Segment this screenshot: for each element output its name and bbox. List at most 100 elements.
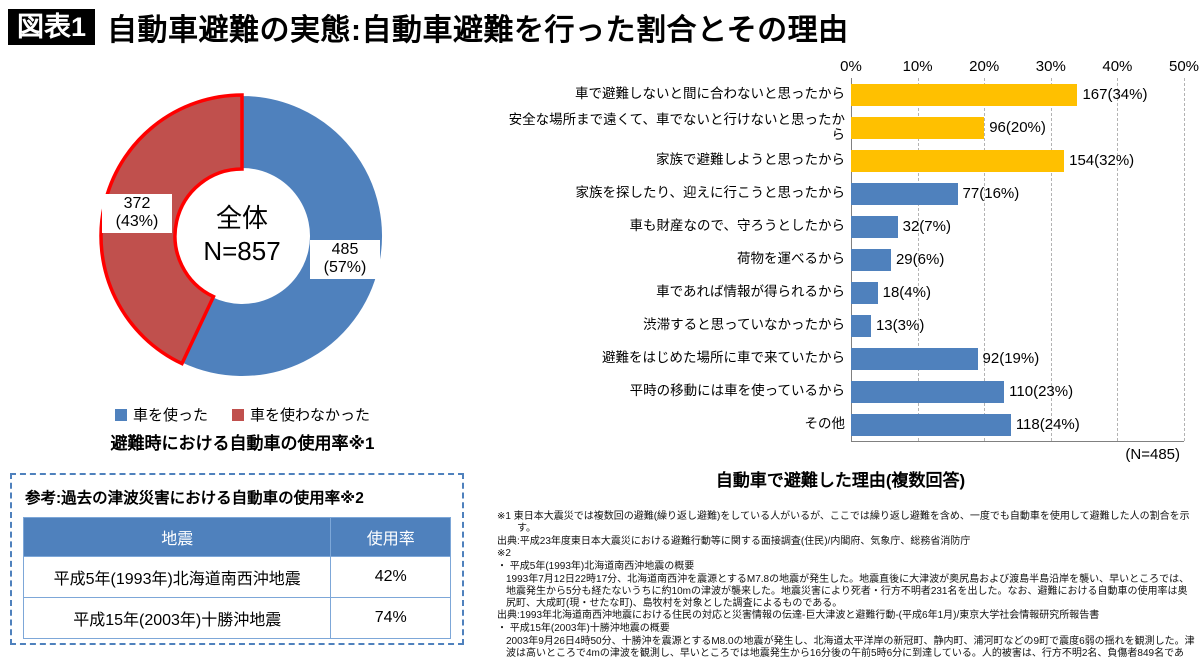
bar-category-label: 家族で避難しようと思ったから bbox=[656, 152, 845, 168]
bar-row: 家族で避難しようと思ったから 154(32%) bbox=[497, 144, 1189, 177]
axis-tick-label: 0% bbox=[840, 58, 862, 75]
bar-value-label: 13(3%) bbox=[875, 316, 925, 334]
grid-line bbox=[1050, 78, 1052, 441]
axis-tick-label: 10% bbox=[902, 58, 933, 75]
bar-plot: 13(3%) bbox=[851, 314, 1184, 337]
bar-chart-axis: 0% 10% 20% 30% 40% 50% bbox=[840, 58, 1199, 78]
donut-label-used: 485 (57%) bbox=[310, 240, 380, 279]
donut-label-notused-pct: (43%) bbox=[115, 213, 159, 231]
bar-category-label: 渋滞すると思っていなかったから bbox=[643, 317, 845, 333]
legend-label-notused: 車を使わなかった bbox=[250, 407, 371, 424]
reference-table-header-row: 地震 使用率 bbox=[22, 517, 451, 557]
bar-plot: 96(20%) bbox=[851, 116, 1184, 139]
axis-tick-label: 50% bbox=[1168, 58, 1200, 75]
donut-center-line1: 全体 bbox=[215, 203, 268, 233]
bar bbox=[851, 248, 891, 271]
donut-caption: 避難時における自動車の使用率※1 bbox=[110, 434, 375, 453]
bar-plot: 92(19%) bbox=[851, 347, 1184, 370]
reference-box: 参考:過去の津波災害における自動車の使用率※2 地震 使用率 平成5年(1993… bbox=[10, 473, 464, 645]
legend-item-notused: 車を使わなかった bbox=[232, 404, 370, 425]
earthquake-cell: 平成5年(1993年)北海道南西沖地震 bbox=[22, 556, 332, 598]
bar-category-label: 車で避難しないと間に合わないと思ったから bbox=[575, 86, 845, 102]
bar-row: その他 118(24%) bbox=[497, 408, 1189, 441]
bar-category-label: 安全な場所まで遠くて、車でないと行けないと思ったから bbox=[508, 111, 845, 142]
reference-table-header-earthquake: 地震 bbox=[22, 517, 332, 557]
bar-category-label: 車も財産なので、守ろうとしたから bbox=[629, 218, 845, 234]
usage-donut-chart: 全体 N=857 372 (43%) 485 (57%) bbox=[10, 56, 475, 401]
bar-value-label: 18(4%) bbox=[882, 283, 931, 301]
bar-value-label: 29(6%) bbox=[895, 250, 945, 268]
legend-swatch-used bbox=[114, 408, 127, 421]
bar bbox=[851, 182, 958, 205]
bar-rows: 車で避難しないと間に合わないと思ったから 167(34%) 安全な場所まで遠くて、車… bbox=[497, 78, 1189, 442]
bar-value-label: 167(34%) bbox=[1082, 85, 1148, 103]
footnote-line: 2003年9月26日4時50分、十勝沖を震源とするM8.0の地震が発生し、北海道… bbox=[506, 635, 1195, 657]
footnotes: ※1 東日本大震災では複数回の避難(繰り返し避難)をしている人がいるが、ここでは… bbox=[497, 511, 1197, 657]
bar bbox=[851, 314, 871, 337]
donut-center-line2: N=857 bbox=[203, 235, 281, 266]
bar-value-label: 154(32%) bbox=[1069, 151, 1135, 169]
reference-table-row: 平成5年(1993年)北海道南西沖地震 42% bbox=[22, 556, 451, 598]
bar-category-label: 家族を探したり、迎えに行こうと思ったから bbox=[575, 185, 845, 201]
footnote-line: ・ 平成15年(2003年)十勝沖地震の概要 bbox=[497, 623, 670, 635]
bar-row: 安全な場所まで遠くて、車でないと行けないと思ったから 96(20%) bbox=[497, 111, 1189, 144]
usage-rate-cell: 42% bbox=[330, 556, 451, 598]
bar-category-label: その他 bbox=[804, 416, 846, 432]
bar-plot: 154(32%) bbox=[851, 149, 1184, 172]
reference-box-title: 参考:過去の津波災害における自動車の使用率※2 bbox=[25, 490, 364, 507]
legend-item-used: 車を使った bbox=[114, 404, 208, 425]
bar-value-label: 92(19%) bbox=[982, 349, 1040, 367]
donut-legend: 車を使った 車を使わなかった bbox=[10, 404, 475, 425]
earthquake-cell: 平成15年(2003年)十勝沖地震 bbox=[22, 597, 332, 639]
axis-tick-label: 40% bbox=[1102, 58, 1133, 75]
footnote-line: 出典:平成23年度東日本大震災における避難行動等に関する面接調査(住民)/内閣府… bbox=[497, 535, 971, 547]
bar-category-label: 荷物を運べるから bbox=[737, 251, 845, 267]
reference-table: 地震 使用率 平成5年(1993年)北海道南西沖地震 42% 平成15年(2003年… bbox=[22, 517, 451, 639]
bar-row: 車であれば情報が得られるから 18(4%) bbox=[497, 276, 1189, 309]
footnote-line: ※1 東日本大震災では複数回の避難(繰り返し避難)をしている人がいるが、ここでは… bbox=[497, 511, 1190, 534]
grid-line bbox=[917, 78, 919, 441]
bar bbox=[851, 347, 978, 370]
axis-tick-label: 30% bbox=[1035, 58, 1066, 75]
bar-value-label: 110(23%) bbox=[1009, 382, 1074, 400]
reference-table-body: 平成5年(1993年)北海道南西沖地震 42% 平成15年(2003年)十勝沖地震 7… bbox=[22, 556, 451, 639]
bar-plot: 18(4%) bbox=[851, 281, 1184, 304]
donut-label-notused-count: 372 bbox=[123, 195, 151, 212]
n-count-label: (N=485) bbox=[1125, 446, 1180, 463]
bar-value-label: 77(16%) bbox=[962, 184, 1020, 202]
bar-value-label: 96(20%) bbox=[989, 118, 1046, 136]
bar-category-label: 避難をはじめた場所に車で来ていたから bbox=[602, 350, 845, 366]
bar bbox=[851, 215, 898, 238]
donut-label-used-count: 485 bbox=[331, 241, 359, 258]
reference-table-header-rate: 使用率 bbox=[330, 517, 451, 557]
reasons-bar-chart: 0% 10% 20% 30% 40% 50% 車で避難しないと間に合わないと思ったから 16… bbox=[497, 58, 1199, 491]
bar-value-label: 118(24%) bbox=[1015, 415, 1080, 433]
bar-plot: 110(23%) bbox=[851, 380, 1184, 403]
bar-plot: 29(6%) bbox=[851, 248, 1184, 271]
bar-value-label: 32(7%) bbox=[902, 217, 951, 235]
bar bbox=[851, 380, 1005, 403]
axis-tick-label: 20% bbox=[969, 58, 1000, 75]
bar-row: 渋滞すると思っていなかったから 13(3%) bbox=[497, 309, 1189, 342]
bar-plot: 167(34%) bbox=[851, 83, 1184, 106]
bar-category-label: 平時の移動には車を使っているから bbox=[629, 383, 845, 399]
donut-center-label: 全体 N=857 bbox=[162, 202, 322, 267]
bar bbox=[851, 281, 878, 304]
footnote-line: ・ 平成5年(1993年)北海道南西沖地震の概要 bbox=[497, 561, 695, 573]
bar-plot: 118(24%) bbox=[851, 413, 1184, 436]
bar bbox=[851, 149, 1065, 172]
bar-row: 荷物を運べるから 29(6%) bbox=[497, 243, 1189, 276]
donut-slice-0 bbox=[180, 93, 384, 378]
donut-label-notused: 372 (43%) bbox=[102, 194, 172, 233]
bar bbox=[851, 116, 985, 139]
bar-row: 平時の移動には車を使っているから 110(23%) bbox=[497, 375, 1189, 408]
bar-plot: 77(16%) bbox=[851, 182, 1184, 205]
figure-header: 図表1 自動車避難の実態:自動車避難を行った割合とその理由 bbox=[8, 5, 849, 49]
bar-row: 車で避難しないと間に合わないと思ったから 167(34%) bbox=[497, 78, 1189, 111]
bar-row: 家族を探したり、迎えに行こうと思ったから 77(16%) bbox=[497, 177, 1189, 210]
figure-number-tag: 図表1 bbox=[8, 8, 96, 46]
reference-table-row: 平成15年(2003年)十勝沖地震 74% bbox=[22, 597, 451, 639]
footnote-line: 出典:1993年北海道南西沖地震における住民の対応と災害情報の伝達-巨大津波と避… bbox=[497, 610, 1100, 622]
bar bbox=[851, 83, 1078, 106]
footnote-line: 1993年7月12日22時17分、北海道南西沖を震源とするM7.8の地震が発生し… bbox=[506, 573, 1190, 609]
